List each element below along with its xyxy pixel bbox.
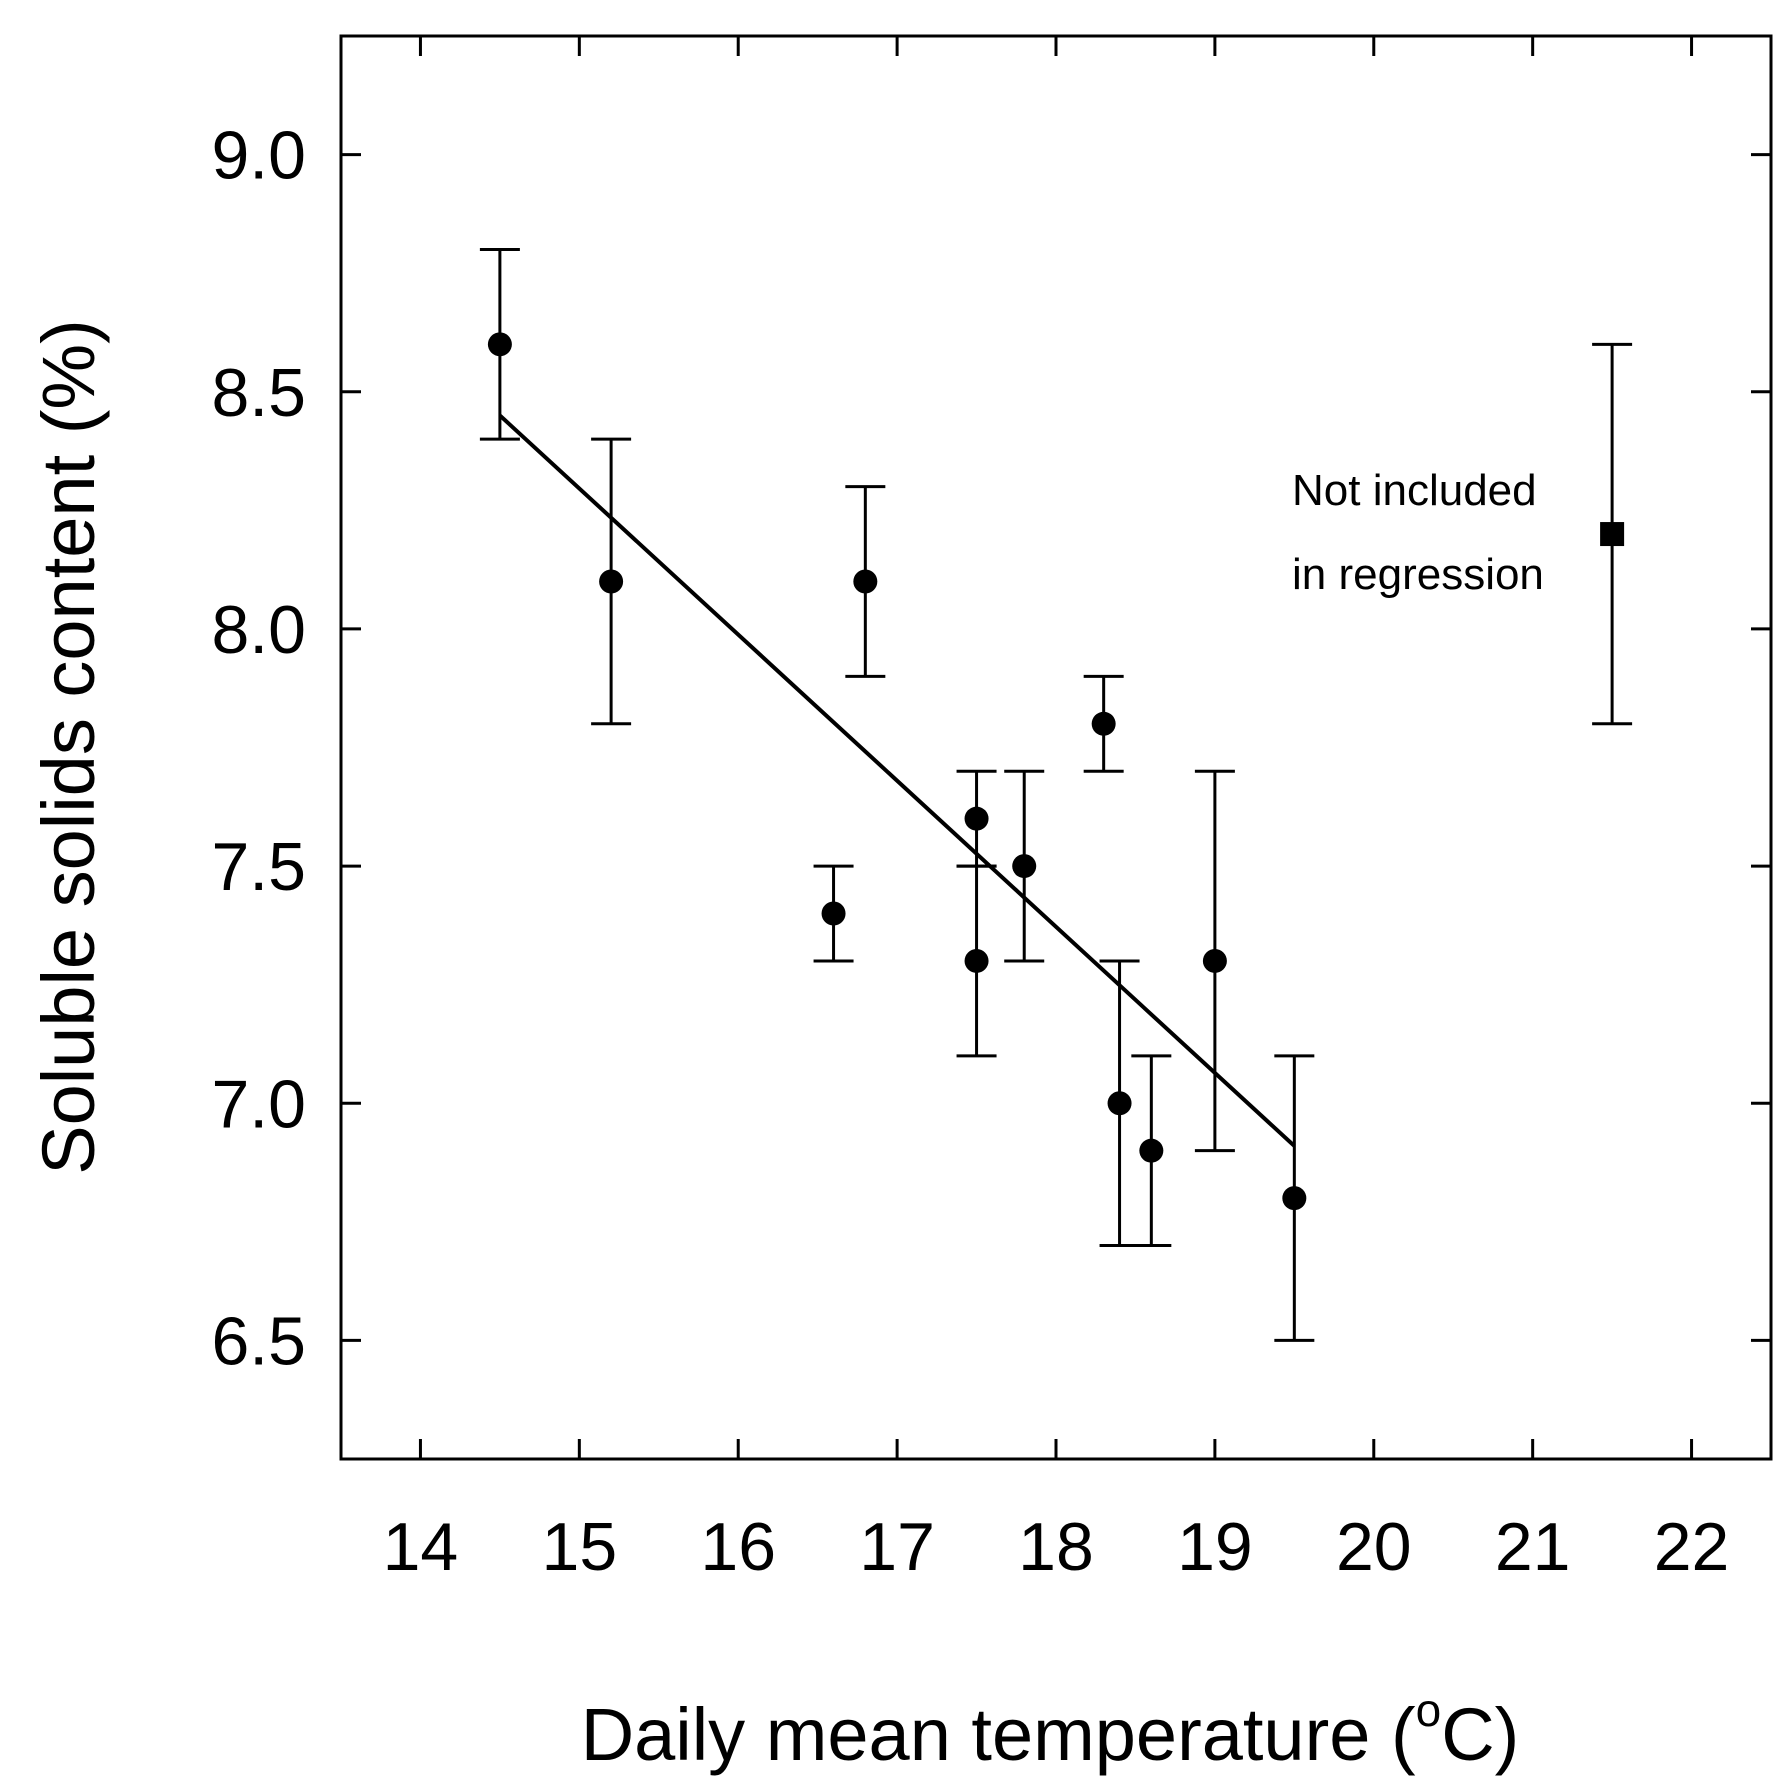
x-tick-label: 20 xyxy=(1336,1509,1412,1585)
x-tick-label: 19 xyxy=(1177,1509,1253,1585)
y-tick-label: 6.5 xyxy=(211,1303,306,1379)
y-tick-label: 7.5 xyxy=(211,829,306,905)
data-point xyxy=(1139,1138,1164,1163)
y-tick-label: 9.0 xyxy=(211,118,306,194)
data-point xyxy=(599,569,624,594)
regression-layer xyxy=(498,413,1296,1148)
y-axis-title: Soluble solids content (%) xyxy=(27,319,110,1175)
x-tick-label: 15 xyxy=(542,1509,618,1585)
x-tick-label: 22 xyxy=(1654,1509,1730,1585)
x-tick-label: 14 xyxy=(383,1509,459,1585)
excluded-data-point xyxy=(1600,522,1625,547)
x-tick-label: 16 xyxy=(700,1509,776,1585)
data-point xyxy=(964,948,989,973)
excluded-point-annotation: Not included in regression xyxy=(1292,466,1549,599)
y-tick-label: 8.0 xyxy=(211,592,306,668)
y-tick-label: 8.5 xyxy=(211,355,306,431)
annotation-line-1: Not included xyxy=(1292,466,1537,515)
data-point xyxy=(1091,711,1116,736)
x-axis-title-unit: C) xyxy=(1441,1693,1519,1776)
data-point xyxy=(1107,1091,1132,1116)
data-point xyxy=(853,569,878,594)
annotation-line-2: in regression xyxy=(1292,550,1544,599)
data-point xyxy=(1282,1186,1307,1211)
data-points xyxy=(487,332,1625,1211)
x-axis-title-text: Daily mean temperature ( xyxy=(581,1693,1416,1776)
data-point xyxy=(487,332,512,357)
data-point xyxy=(821,901,846,926)
x-axis-title: Daily mean temperature (oC) xyxy=(581,1684,1520,1776)
x-axis-title-degree: o xyxy=(1416,1684,1442,1736)
data-point xyxy=(1012,854,1037,879)
data-point xyxy=(1202,948,1227,973)
axis-ticks: 14 15 16 17 18 19 20 21 22 6.5 7.0 7.5 8.0 8.5 9.0 xyxy=(211,36,1771,1585)
data-point xyxy=(964,806,989,831)
x-tick-label: 18 xyxy=(1018,1509,1094,1585)
y-tick-label: 7.0 xyxy=(211,1066,306,1142)
x-tick-label: 21 xyxy=(1495,1509,1571,1585)
x-tick-label: 17 xyxy=(859,1509,935,1585)
regression-line xyxy=(498,413,1296,1148)
